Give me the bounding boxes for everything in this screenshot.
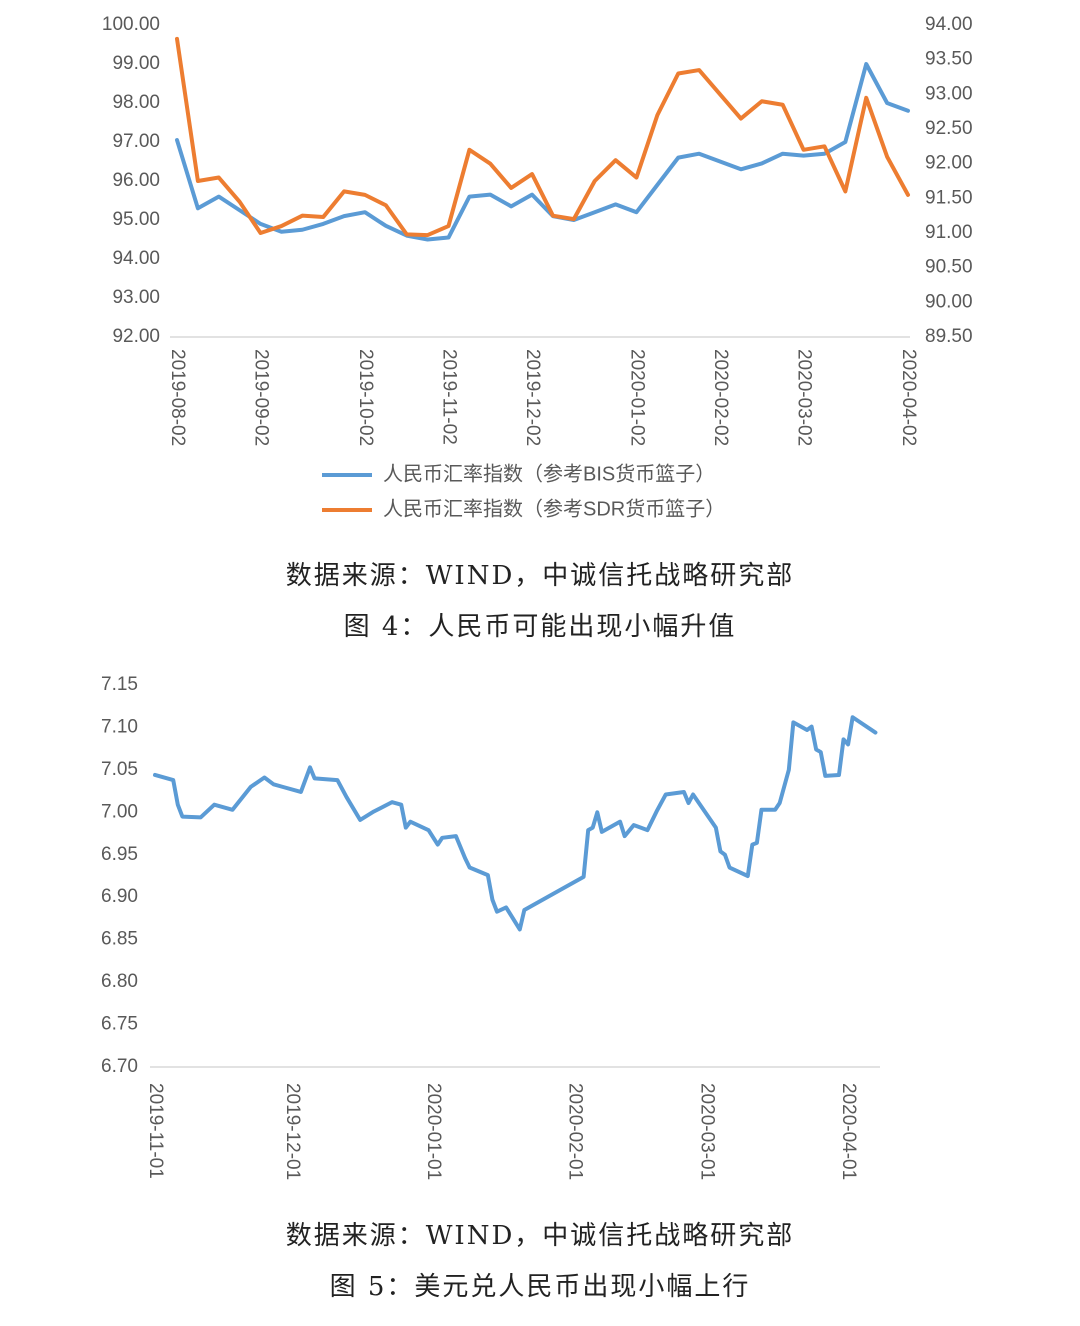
x-tick-label: 2020-03-02 bbox=[794, 349, 815, 446]
x-tick-label: 2019-11-02 bbox=[438, 349, 459, 445]
y-tick-label: 93.00 bbox=[112, 287, 160, 308]
y-tick-label: 98.00 bbox=[112, 92, 160, 113]
chart-source: 数据来源：WIND，中诚信托战略研究部 bbox=[286, 561, 795, 591]
y-tick-label: 96.00 bbox=[112, 170, 160, 191]
y-tick-label: 95.00 bbox=[112, 209, 160, 230]
y-tick-label: 7.10 bbox=[101, 716, 138, 737]
x-tick-label: 2020-04-02 bbox=[898, 349, 919, 446]
y2-tick-label: 90.00 bbox=[925, 291, 973, 312]
x-tick-label: 2019-08-02 bbox=[167, 349, 188, 446]
y-tick-label: 6.70 bbox=[101, 1056, 138, 1077]
x-tick-label: 2020-01-02 bbox=[626, 349, 647, 446]
y-tick-label: 7.00 bbox=[101, 801, 138, 822]
x-tick-label: 2019-12-02 bbox=[522, 349, 543, 446]
y2-tick-label: 93.00 bbox=[925, 83, 973, 104]
x-tick-label: 2020-03-01 bbox=[697, 1083, 718, 1180]
data-line bbox=[175, 62, 910, 242]
x-tick-label: 2020-02-01 bbox=[564, 1083, 585, 1180]
x-tick-label: 2019-12-01 bbox=[282, 1083, 303, 1180]
y-tick-label: 97.00 bbox=[112, 131, 160, 152]
data-line bbox=[153, 715, 878, 932]
legend-label: 人民币汇率指数（参考SDR货币篮子） bbox=[383, 497, 725, 520]
y2-tick-label: 90.50 bbox=[925, 257, 973, 278]
x-tick-label: 2020-02-02 bbox=[710, 349, 731, 446]
y-tick-label: 7.05 bbox=[101, 759, 138, 780]
y2-tick-label: 92.00 bbox=[925, 153, 973, 174]
y-tick-label: 92.00 bbox=[112, 326, 160, 347]
chart-caption: 图 5：美元兑人民币出现小幅上行 bbox=[330, 1272, 751, 1302]
x-tick-label: 2019-11-01 bbox=[145, 1083, 166, 1179]
legend-label: 人民币汇率指数（参考BIS货币篮子） bbox=[383, 462, 715, 485]
y2-tick-label: 91.00 bbox=[925, 222, 973, 243]
chart-source: 数据来源：WIND，中诚信托战略研究部 bbox=[286, 1221, 795, 1251]
y-tick-label: 100.00 bbox=[102, 14, 160, 35]
y-tick-label: 6.80 bbox=[101, 971, 138, 992]
x-tick-label: 2019-10-02 bbox=[355, 349, 376, 446]
x-tick-label: 2019-09-02 bbox=[251, 349, 272, 446]
y2-tick-label: 91.50 bbox=[925, 187, 973, 208]
y-tick-label: 94.00 bbox=[112, 248, 160, 269]
y-tick-label: 6.75 bbox=[101, 1014, 138, 1035]
chart-caption: 图 4：人民币可能出现小幅升值 bbox=[344, 612, 737, 642]
y-tick-label: 6.85 bbox=[101, 929, 138, 950]
y2-tick-label: 94.00 bbox=[925, 14, 973, 35]
y2-tick-label: 89.50 bbox=[925, 326, 973, 347]
y-tick-label: 99.00 bbox=[112, 53, 160, 74]
y-tick-label: 6.95 bbox=[101, 844, 138, 865]
y-tick-label: 7.15 bbox=[101, 674, 138, 695]
x-tick-label: 2020-01-01 bbox=[423, 1083, 444, 1180]
y-tick-label: 6.90 bbox=[101, 886, 138, 907]
y2-tick-label: 93.50 bbox=[925, 49, 973, 70]
data-line bbox=[175, 36, 910, 238]
x-tick-label: 2020-04-01 bbox=[838, 1083, 859, 1180]
y2-tick-label: 92.50 bbox=[925, 118, 973, 139]
